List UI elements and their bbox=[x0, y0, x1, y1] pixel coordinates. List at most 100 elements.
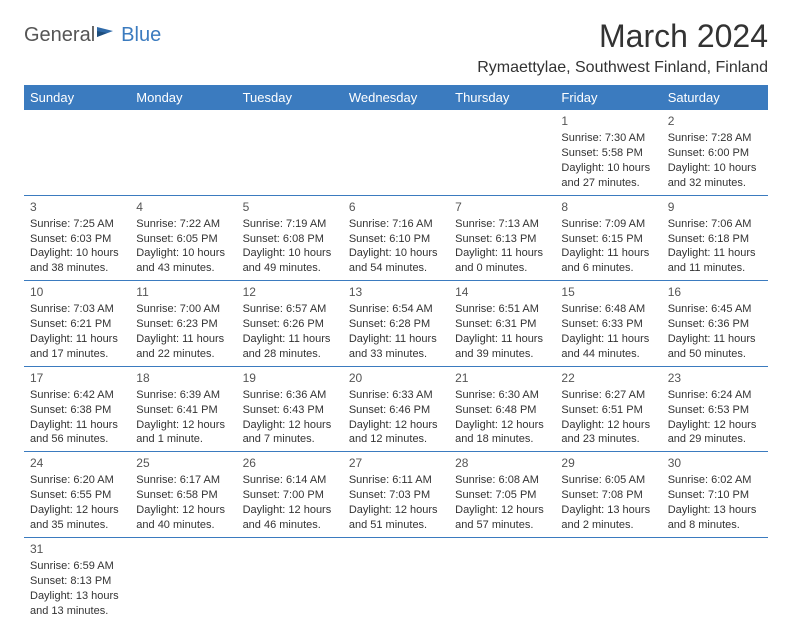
sunset-text: Sunset: 6:03 PM bbox=[30, 232, 124, 247]
location: Rymaettylae, Southwest Finland, Finland bbox=[477, 59, 768, 77]
day-number: 19 bbox=[243, 370, 337, 386]
week-row: 24Sunrise: 6:20 AMSunset: 6:55 PMDayligh… bbox=[24, 452, 768, 538]
daylight-text: and 1 minute. bbox=[136, 432, 230, 447]
daylight-text: and 44 minutes. bbox=[561, 347, 655, 362]
daylight-text: Daylight: 12 hours bbox=[243, 503, 337, 518]
empty-cell bbox=[130, 110, 236, 195]
day-cell: 28Sunrise: 6:08 AMSunset: 7:05 PMDayligh… bbox=[449, 452, 555, 538]
daylight-text: Daylight: 11 hours bbox=[30, 418, 124, 433]
daylight-text: and 7 minutes. bbox=[243, 432, 337, 447]
sunrise-text: Sunrise: 6:24 AM bbox=[668, 388, 762, 403]
day-cell: 20Sunrise: 6:33 AMSunset: 6:46 PMDayligh… bbox=[343, 366, 449, 452]
empty-cell bbox=[343, 110, 449, 195]
daylight-text: and 0 minutes. bbox=[455, 261, 549, 276]
daylight-text: Daylight: 10 hours bbox=[561, 161, 655, 176]
day-number: 10 bbox=[30, 284, 124, 300]
sunset-text: Sunset: 6:28 PM bbox=[349, 317, 443, 332]
day-header: Tuesday bbox=[237, 85, 343, 110]
sunset-text: Sunset: 6:08 PM bbox=[243, 232, 337, 247]
day-number: 12 bbox=[243, 284, 337, 300]
daylight-text: Daylight: 12 hours bbox=[455, 503, 549, 518]
daylight-text: Daylight: 11 hours bbox=[455, 246, 549, 261]
day-number: 20 bbox=[349, 370, 443, 386]
daylight-text: Daylight: 12 hours bbox=[243, 418, 337, 433]
sunrise-text: Sunrise: 6:08 AM bbox=[455, 473, 549, 488]
week-row: 10Sunrise: 7:03 AMSunset: 6:21 PMDayligh… bbox=[24, 281, 768, 367]
empty-cell bbox=[24, 110, 130, 195]
daylight-text: and 57 minutes. bbox=[455, 518, 549, 533]
day-header: Wednesday bbox=[343, 85, 449, 110]
day-number: 7 bbox=[455, 199, 549, 215]
sunrise-text: Sunrise: 7:06 AM bbox=[668, 217, 762, 232]
sunrise-text: Sunrise: 6:45 AM bbox=[668, 302, 762, 317]
daylight-text: Daylight: 12 hours bbox=[136, 418, 230, 433]
daylight-text: and 18 minutes. bbox=[455, 432, 549, 447]
sunset-text: Sunset: 6:53 PM bbox=[668, 403, 762, 418]
logo: General Blue bbox=[24, 24, 161, 47]
daylight-text: Daylight: 11 hours bbox=[668, 246, 762, 261]
week-row: 31Sunrise: 6:59 AMSunset: 8:13 PMDayligh… bbox=[24, 537, 768, 622]
day-header: Thursday bbox=[449, 85, 555, 110]
day-cell: 4Sunrise: 7:22 AMSunset: 6:05 PMDaylight… bbox=[130, 195, 236, 281]
daylight-text: and 49 minutes. bbox=[243, 261, 337, 276]
sunset-text: Sunset: 7:00 PM bbox=[243, 488, 337, 503]
day-header: Monday bbox=[130, 85, 236, 110]
empty-cell bbox=[662, 537, 768, 622]
sunrise-text: Sunrise: 6:30 AM bbox=[455, 388, 549, 403]
day-number: 8 bbox=[561, 199, 655, 215]
day-cell: 22Sunrise: 6:27 AMSunset: 6:51 PMDayligh… bbox=[555, 366, 661, 452]
sunset-text: Sunset: 6:41 PM bbox=[136, 403, 230, 418]
day-header: Friday bbox=[555, 85, 661, 110]
daylight-text: Daylight: 11 hours bbox=[243, 332, 337, 347]
day-number: 18 bbox=[136, 370, 230, 386]
daylight-text: and 8 minutes. bbox=[668, 518, 762, 533]
sunrise-text: Sunrise: 7:30 AM bbox=[561, 131, 655, 146]
day-number: 16 bbox=[668, 284, 762, 300]
sunset-text: Sunset: 6:51 PM bbox=[561, 403, 655, 418]
daylight-text: and 22 minutes. bbox=[136, 347, 230, 362]
day-number: 22 bbox=[561, 370, 655, 386]
daylight-text: and 23 minutes. bbox=[561, 432, 655, 447]
sunset-text: Sunset: 6:23 PM bbox=[136, 317, 230, 332]
week-row: 3Sunrise: 7:25 AMSunset: 6:03 PMDaylight… bbox=[24, 195, 768, 281]
sunset-text: Sunset: 6:55 PM bbox=[30, 488, 124, 503]
day-number: 24 bbox=[30, 455, 124, 471]
sunrise-text: Sunrise: 7:22 AM bbox=[136, 217, 230, 232]
day-cell: 6Sunrise: 7:16 AMSunset: 6:10 PMDaylight… bbox=[343, 195, 449, 281]
daylight-text: and 29 minutes. bbox=[668, 432, 762, 447]
day-number: 26 bbox=[243, 455, 337, 471]
sunset-text: Sunset: 7:03 PM bbox=[349, 488, 443, 503]
empty-cell bbox=[449, 110, 555, 195]
empty-cell bbox=[449, 537, 555, 622]
daylight-text: and 51 minutes. bbox=[349, 518, 443, 533]
sunset-text: Sunset: 6:43 PM bbox=[243, 403, 337, 418]
calendar-table: SundayMondayTuesdayWednesdayThursdayFrid… bbox=[24, 85, 768, 622]
day-number: 29 bbox=[561, 455, 655, 471]
day-cell: 27Sunrise: 6:11 AMSunset: 7:03 PMDayligh… bbox=[343, 452, 449, 538]
day-number: 6 bbox=[349, 199, 443, 215]
sunrise-text: Sunrise: 6:14 AM bbox=[243, 473, 337, 488]
day-number: 25 bbox=[136, 455, 230, 471]
daylight-text: Daylight: 11 hours bbox=[561, 332, 655, 347]
sunset-text: Sunset: 6:58 PM bbox=[136, 488, 230, 503]
sunset-text: Sunset: 6:15 PM bbox=[561, 232, 655, 247]
sunrise-text: Sunrise: 6:05 AM bbox=[561, 473, 655, 488]
day-number: 1 bbox=[561, 113, 655, 129]
day-header: Sunday bbox=[24, 85, 130, 110]
day-cell: 25Sunrise: 6:17 AMSunset: 6:58 PMDayligh… bbox=[130, 452, 236, 538]
day-cell: 2Sunrise: 7:28 AMSunset: 6:00 PMDaylight… bbox=[662, 110, 768, 195]
sunrise-text: Sunrise: 6:57 AM bbox=[243, 302, 337, 317]
daylight-text: and 11 minutes. bbox=[668, 261, 762, 276]
sunset-text: Sunset: 6:31 PM bbox=[455, 317, 549, 332]
day-cell: 31Sunrise: 6:59 AMSunset: 8:13 PMDayligh… bbox=[24, 537, 130, 622]
daylight-text: Daylight: 11 hours bbox=[668, 332, 762, 347]
day-header: Saturday bbox=[662, 85, 768, 110]
sunset-text: Sunset: 6:18 PM bbox=[668, 232, 762, 247]
sunrise-text: Sunrise: 7:03 AM bbox=[30, 302, 124, 317]
sunrise-text: Sunrise: 7:09 AM bbox=[561, 217, 655, 232]
daylight-text: and 13 minutes. bbox=[30, 604, 124, 619]
sunrise-text: Sunrise: 7:19 AM bbox=[243, 217, 337, 232]
day-number: 17 bbox=[30, 370, 124, 386]
sunrise-text: Sunrise: 6:17 AM bbox=[136, 473, 230, 488]
daylight-text: and 56 minutes. bbox=[30, 432, 124, 447]
